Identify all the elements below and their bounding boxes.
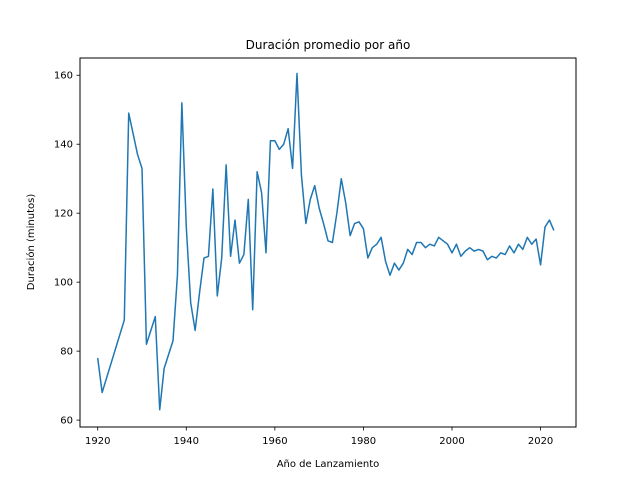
y-axis-label: Duración (minutos) (25, 194, 37, 291)
y-tick-label: 100 (54, 278, 73, 289)
y-tick-label: 160 (54, 71, 73, 82)
y-axis: 60 80 100 120 140 160 (54, 71, 80, 427)
x-tick-label: 1940 (174, 436, 199, 447)
series-line-0 (96, 72, 555, 411)
y-tick-label: 60 (60, 416, 73, 427)
y-tick-label: 80 (60, 347, 73, 358)
x-axis-label: Año de Lanzamiento (277, 459, 380, 470)
plot-area (96, 72, 555, 411)
x-tick-label: 1980 (351, 436, 376, 447)
x-tick-label: 2020 (528, 436, 553, 447)
x-tick-label: 1960 (262, 436, 287, 447)
x-axis: 1920 1940 1960 1980 2000 2020 (85, 427, 553, 447)
y-tick-label: 140 (54, 140, 73, 151)
axes-frame (79, 57, 577, 428)
y-tick-label: 120 (54, 209, 73, 220)
chart-title: Duración promedio por año (246, 38, 411, 52)
x-tick-label: 2000 (439, 436, 464, 447)
x-tick-label: 1920 (85, 436, 110, 447)
